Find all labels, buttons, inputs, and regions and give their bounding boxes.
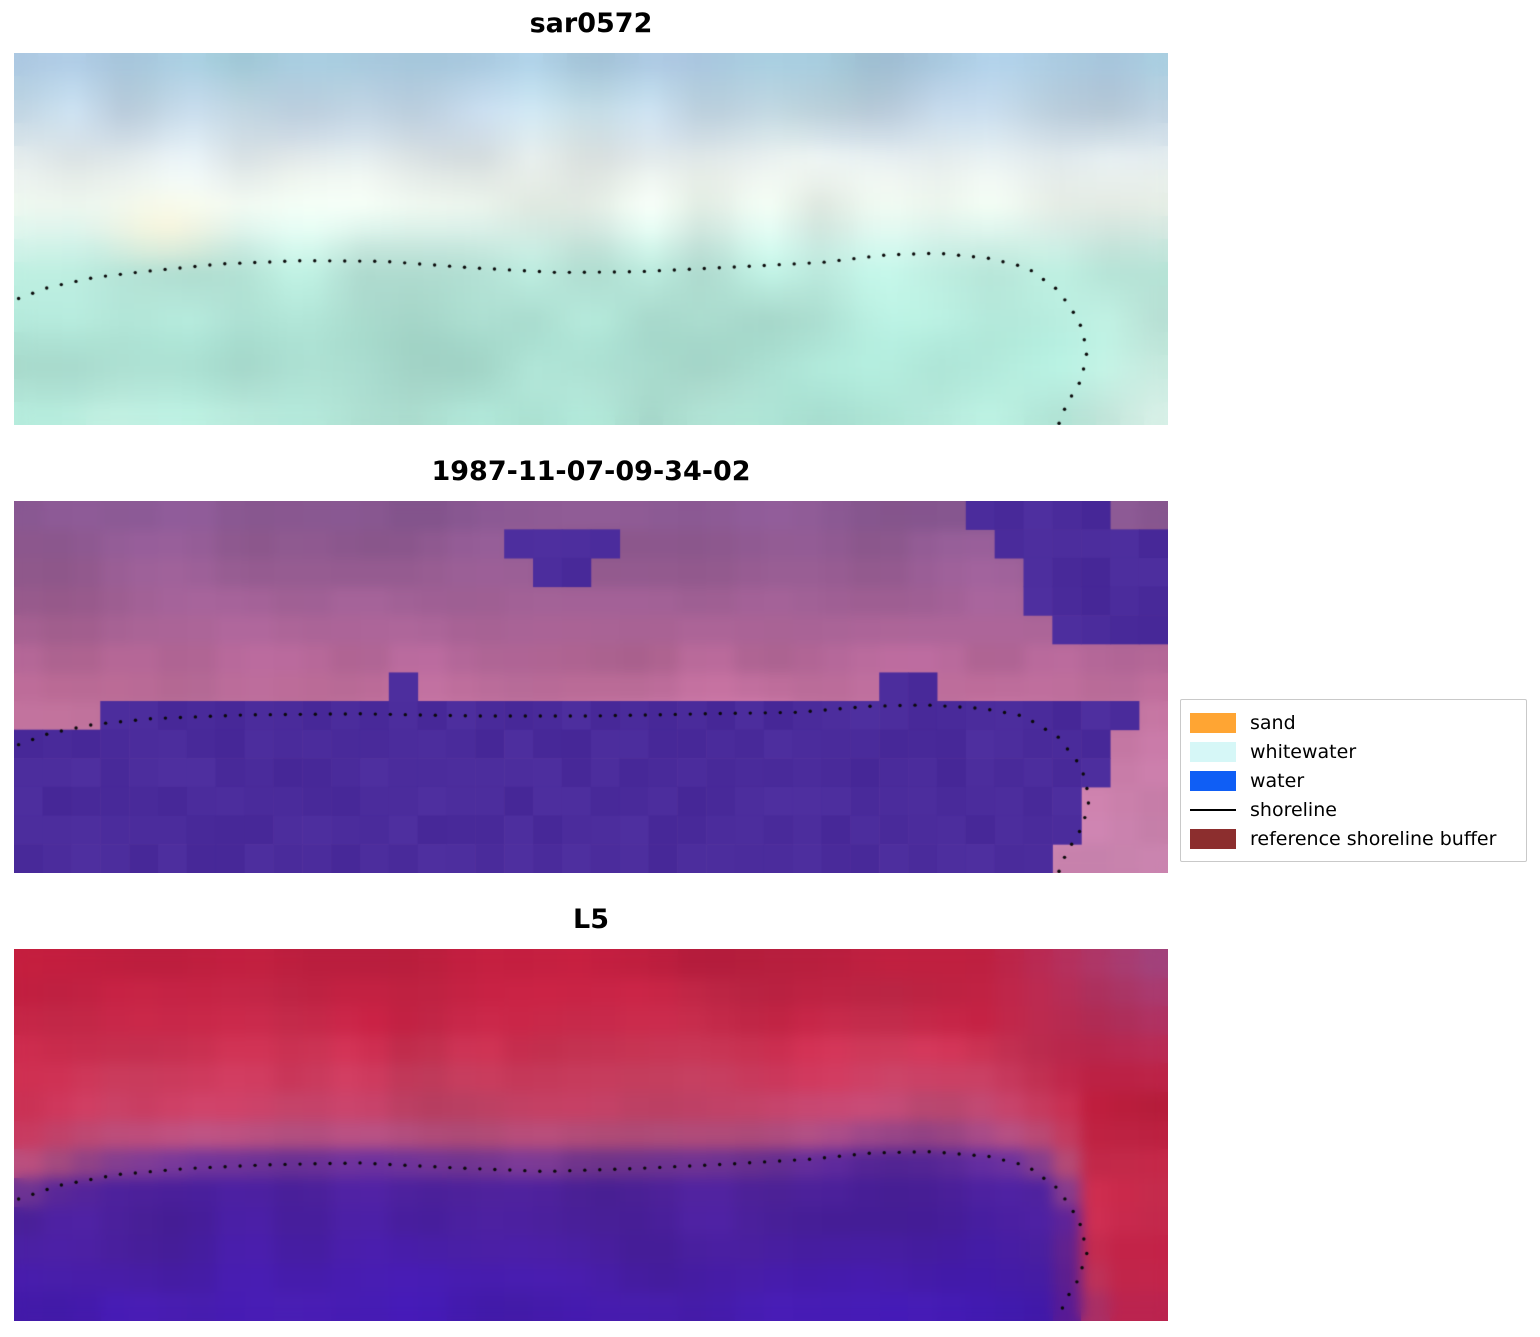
legend-label-shoreline: shoreline (1250, 798, 1337, 821)
sand-color-swatch (1190, 712, 1236, 733)
l5-image (14, 949, 1168, 1321)
panel-title-classified-date: 1987-11-07-09-34-02 (431, 456, 751, 487)
reference-buffer-color-swatch (1190, 828, 1236, 849)
legend-label-whitewater: whitewater (1250, 740, 1357, 763)
panel-title-l5: L5 (573, 904, 609, 935)
classified-image (14, 501, 1168, 873)
legend-item-water: water (1190, 766, 1517, 795)
legend-item-reference-buffer: reference shoreline buffer (1190, 824, 1517, 853)
legend-box: sand whitewater water shoreline referenc… (1180, 699, 1527, 862)
sar0572-image (14, 53, 1168, 425)
legend-label-reference-buffer: reference shoreline buffer (1250, 827, 1497, 850)
shoreline-line-swatch (1190, 808, 1236, 811)
legend-label-sand: sand (1250, 711, 1296, 734)
legend-item-shoreline: shoreline (1190, 795, 1517, 824)
water-color-swatch (1190, 770, 1236, 791)
legend-item-whitewater: whitewater (1190, 737, 1517, 766)
legend-label-water: water (1250, 769, 1305, 792)
whitewater-color-swatch (1190, 741, 1236, 762)
legend-item-sand: sand (1190, 708, 1517, 737)
panel-title-sar0572: sar0572 (529, 8, 653, 39)
